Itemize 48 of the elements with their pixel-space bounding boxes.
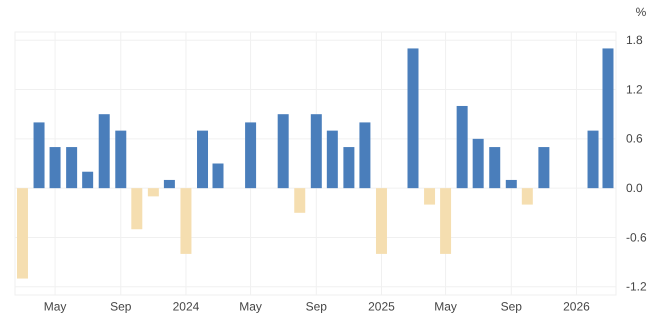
x-tick-label: Sep: [500, 300, 522, 314]
bar: [472, 138, 484, 188]
bar: [359, 122, 370, 188]
bar: [50, 147, 61, 188]
bar: [278, 114, 289, 188]
bar: [407, 48, 418, 188]
bar: [197, 130, 208, 188]
y-tick-label: 1.8: [626, 33, 644, 48]
bar: [376, 188, 387, 254]
bar: [115, 130, 126, 188]
y-tick-label: -0.6: [626, 230, 648, 244]
bar: [506, 180, 517, 188]
x-tick-label: 2026: [563, 300, 590, 314]
x-tick-label: Sep: [306, 300, 328, 314]
bar: [82, 172, 94, 188]
bar: [98, 114, 110, 188]
bar: [538, 147, 550, 188]
bar: [310, 114, 322, 188]
bar: [326, 130, 338, 188]
x-tick-label: May: [44, 300, 66, 314]
bar: [34, 122, 45, 188]
bar: [148, 188, 159, 196]
bar: [602, 48, 614, 188]
bar: [245, 122, 256, 188]
y-axis-title: %: [636, 5, 647, 19]
bar: [343, 147, 354, 188]
bar: [164, 180, 175, 188]
x-tick-label: 2024: [172, 300, 200, 314]
y-tick-label: -1.2: [626, 280, 648, 294]
x-tick-label: May: [434, 300, 457, 314]
y-tick-label: 1.2: [626, 82, 644, 96]
bar: [440, 188, 452, 254]
x-tick-label: Sep: [110, 300, 132, 314]
bar: [212, 164, 224, 188]
y-tick-label: 0.0: [626, 180, 644, 195]
bar: [131, 188, 142, 230]
bar: [424, 188, 436, 205]
bar: [522, 188, 533, 205]
bar: [456, 106, 468, 188]
bar: [66, 147, 78, 188]
bar: [180, 188, 192, 254]
x-tick-label: May: [239, 300, 262, 314]
y-tick-label: 0.6: [626, 132, 644, 146]
bar: [294, 188, 306, 213]
x-tick-label: 2025: [368, 300, 396, 314]
bar: [489, 147, 500, 188]
bar: [16, 188, 28, 279]
bar: [588, 130, 599, 188]
